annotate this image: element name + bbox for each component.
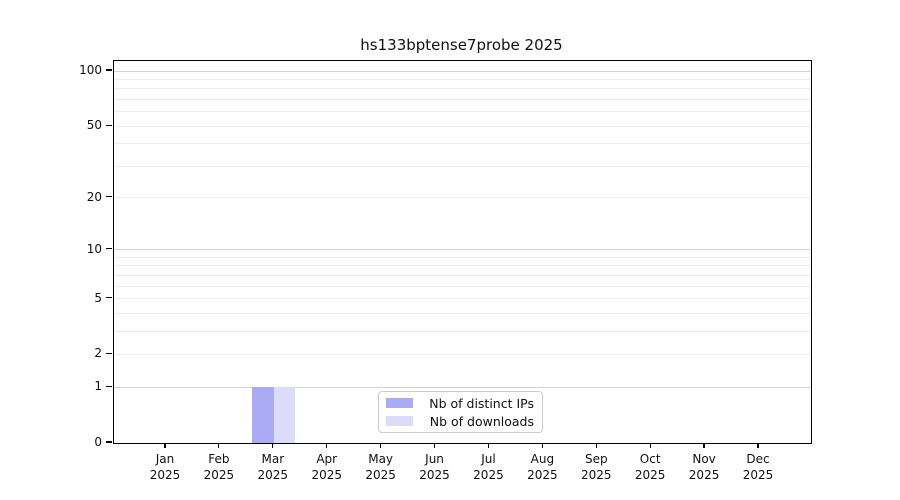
x-tick-label-sep: Sep 2025 xyxy=(568,451,624,483)
x-tick-month-jul: Jul xyxy=(481,452,496,466)
plot-area xyxy=(113,60,812,444)
x-tick-label-apr: Apr 2025 xyxy=(299,451,355,483)
x-tick-label-oct: Oct 2025 xyxy=(622,451,678,483)
x-tick-label-jan: Jan 2025 xyxy=(137,451,193,483)
gridline-y-5 xyxy=(114,298,811,300)
x-tick-year-oct: 2025 xyxy=(634,468,666,482)
x-tick-month-sep: Sep xyxy=(584,452,608,466)
x-tick-mark-apr xyxy=(326,443,328,449)
x-tick-year-may: 2025 xyxy=(365,468,396,482)
x-tick-mark-nov xyxy=(703,443,705,449)
y-tick-mark-5 xyxy=(106,296,112,299)
x-tick-month-dec: Dec xyxy=(746,452,770,466)
x-tick-year-apr: 2025 xyxy=(311,468,342,482)
x-tick-month-nov: Nov xyxy=(692,452,716,466)
y-tick-label-100: 100 xyxy=(79,63,102,78)
legend-label-distinct-ips: Nb of distinct IPs xyxy=(429,395,534,411)
y-tick-mark-0 xyxy=(106,441,112,443)
x-tick-label-jun: Jun 2025 xyxy=(407,451,463,483)
bar-nb-of-downloads-mar xyxy=(273,387,296,443)
x-tick-label-mar: Mar 2025 xyxy=(245,451,301,483)
legend-swatch-distinct-ips xyxy=(386,398,413,408)
x-tick-label-aug: Aug 2025 xyxy=(514,451,570,483)
gridline-y-30 xyxy=(114,165,811,167)
x-tick-mark-aug xyxy=(541,443,543,449)
y-tick-label-1: 1 xyxy=(94,379,102,394)
legend-item-downloads: Nb of downloads xyxy=(386,414,534,429)
legend-item-distinct-ips: Nb of distinct IPs xyxy=(386,396,534,411)
x-tick-month-may: May xyxy=(368,452,394,466)
x-tick-mark-jun xyxy=(433,443,436,449)
gridline-y-40 xyxy=(114,143,811,145)
x-tick-year-mar: 2025 xyxy=(257,468,289,482)
x-tick-year-aug: 2025 xyxy=(527,468,558,482)
y-tick-label-5: 5 xyxy=(94,290,102,305)
gridline-y-6 xyxy=(114,285,811,287)
gridline-y-50 xyxy=(114,125,811,127)
gridline-y-90 xyxy=(114,78,811,80)
x-tick-month-oct: Oct xyxy=(639,452,661,466)
gridline-y-4 xyxy=(114,312,811,314)
gridline-y-7 xyxy=(114,274,811,276)
gridline-y-8 xyxy=(114,265,811,267)
x-tick-month-jan: Jan xyxy=(155,452,175,466)
y-tick-mark-2 xyxy=(106,352,112,355)
x-tick-mark-may xyxy=(380,443,382,449)
x-tick-year-nov: 2025 xyxy=(688,468,720,482)
gridline-y-10 xyxy=(114,249,811,251)
y-tick-label-10: 10 xyxy=(86,241,102,256)
x-tick-mark-jul xyxy=(487,443,490,449)
gridline-y-80 xyxy=(114,88,811,90)
gridline-y-1 xyxy=(114,386,811,388)
gridline-y-60 xyxy=(114,111,811,113)
x-tick-year-feb: 2025 xyxy=(203,468,235,482)
x-tick-label-feb: Feb 2025 xyxy=(191,451,247,483)
x-tick-month-mar: Mar xyxy=(261,452,285,466)
bar-nb-of-distinct-ips-mar xyxy=(252,387,274,443)
y-tick-mark-100 xyxy=(106,69,112,71)
x-tick-label-nov: Nov 2025 xyxy=(676,451,732,483)
y-tick-label-50: 50 xyxy=(86,118,102,133)
x-tick-label-jul: Jul 2025 xyxy=(460,451,516,483)
legend: Nb of distinct IPs Nb of downloads xyxy=(378,391,543,433)
y-tick-label-0: 0 xyxy=(94,435,102,449)
y-tick-mark-50 xyxy=(106,124,112,126)
gridline-y-100 xyxy=(114,70,811,72)
x-tick-year-jul: 2025 xyxy=(473,468,504,482)
gridline-y-9 xyxy=(114,256,811,258)
gridline-y-70 xyxy=(114,98,811,100)
x-tick-year-jan: 2025 xyxy=(149,468,181,482)
x-tick-month-aug: Aug xyxy=(530,452,555,466)
x-tick-month-apr: Apr xyxy=(316,452,338,466)
x-tick-month-jun: Jun xyxy=(425,452,444,466)
x-tick-mark-dec xyxy=(757,443,759,449)
legend-label-downloads: Nb of downloads xyxy=(429,413,534,429)
y-tick-label-2: 2 xyxy=(94,346,102,361)
x-tick-year-jun: 2025 xyxy=(419,468,450,482)
x-tick-mark-jan xyxy=(164,443,166,449)
x-tick-mark-mar xyxy=(272,443,274,449)
x-tick-year-dec: 2025 xyxy=(742,468,774,482)
chart-title: hs133bptense7probe 2025 xyxy=(360,36,563,54)
x-tick-month-feb: Feb xyxy=(208,452,230,466)
legend-swatch-downloads xyxy=(386,416,413,426)
gridline-y-3 xyxy=(114,330,811,332)
y-tick-label-20: 20 xyxy=(86,189,102,204)
gridline-y-2 xyxy=(114,353,811,355)
y-tick-mark-10 xyxy=(106,248,112,250)
x-tick-label-may: May 2025 xyxy=(353,451,409,483)
x-tick-year-sep: 2025 xyxy=(580,468,612,482)
x-tick-label-dec: Dec 2025 xyxy=(730,451,786,483)
gridline-y-20 xyxy=(114,197,811,199)
y-tick-mark-1 xyxy=(106,385,112,387)
x-tick-mark-sep xyxy=(595,443,597,449)
x-tick-mark-oct xyxy=(649,443,651,449)
x-tick-mark-feb xyxy=(218,443,220,449)
y-tick-mark-20 xyxy=(106,196,112,198)
